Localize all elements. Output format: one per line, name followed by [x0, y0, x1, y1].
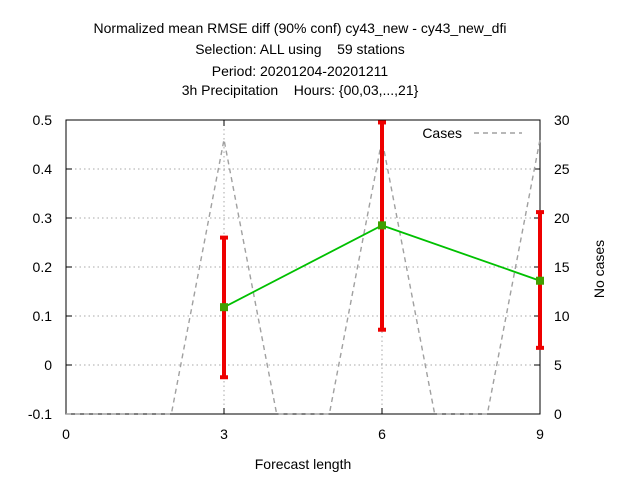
chart-title-line-4: 3h Precipitation Hours: {00,03,...,21}	[181, 82, 419, 98]
x-tick-label: 3	[220, 426, 228, 442]
y2-tick-label: 30	[554, 112, 570, 128]
x-axis-label: Forecast length	[255, 456, 352, 472]
y-tick-label: 0.1	[33, 308, 53, 324]
axis-ticks: -0.1 0 0.1 0.2 0.3 0.4 0.5 0 5 10 15 20 25 30 0 3 6 9	[28, 112, 570, 442]
x-tick-label: 9	[536, 426, 544, 442]
y2-tick-label: 0	[554, 406, 562, 422]
x-tick-label: 6	[378, 426, 386, 442]
y2-tick-label: 5	[554, 357, 562, 373]
diff-line-layer	[220, 221, 544, 312]
y2-axis-label: No cases	[591, 240, 607, 298]
diff-data-point	[220, 303, 228, 312]
y2-tick-label: 10	[554, 308, 570, 324]
y-tick-label: -0.1	[28, 406, 52, 422]
y2-tick-label: 20	[554, 210, 570, 226]
x-tick-label: 0	[62, 426, 70, 442]
chart-title-line-2: Selection: ALL using 59 stations	[195, 41, 405, 57]
y-tick-label: 0	[44, 357, 52, 373]
diff-data-point	[378, 221, 386, 230]
cases-series-line	[66, 139, 541, 415]
legend: Cases	[422, 125, 522, 141]
y2-tick-label: 15	[554, 259, 570, 275]
y-tick-label: 0.2	[33, 259, 53, 275]
y-tick-label: 0.3	[33, 210, 53, 226]
cases-layer	[66, 139, 541, 415]
diff-data-point	[536, 276, 544, 285]
error-bar-layer	[220, 120, 544, 380]
y-tick-label: 0.4	[33, 161, 53, 177]
legend-label-cases: Cases	[422, 125, 462, 141]
chart-title-line-3: Period: 20201204-20201211	[211, 63, 389, 79]
chart-title-line-1: Normalized mean RMSE diff (90% conf) cy4…	[93, 20, 507, 36]
y-tick-label: 0.5	[33, 112, 53, 128]
y2-tick-label: 25	[554, 161, 570, 177]
